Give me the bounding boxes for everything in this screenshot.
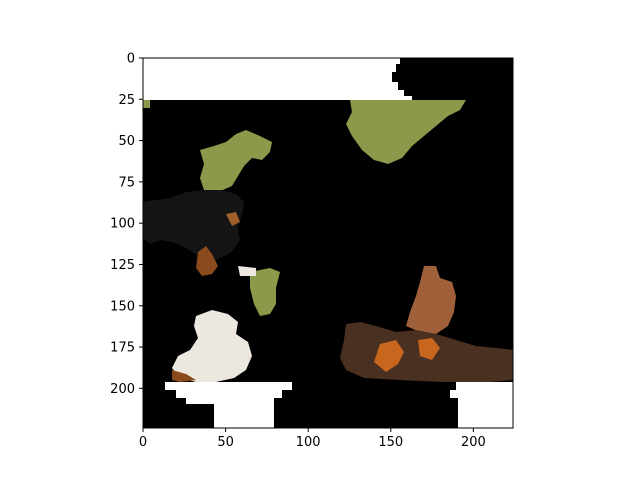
y-tick-label: 200 [110, 382, 135, 397]
y-tick-label: 175 [110, 341, 135, 356]
y-tick-label: 100 [110, 217, 135, 232]
y-tick-label: 75 [118, 175, 135, 190]
x-tick-label: 200 [461, 435, 486, 450]
y-axis: 0 25 50 75 100 125 150 175 200 [110, 52, 143, 397]
x-axis: 0 50 100 150 200 [139, 428, 486, 450]
white-speck [238, 266, 256, 276]
bark-orange-streaks [374, 338, 440, 372]
axes-frame [142, 57, 514, 429]
y-tick-label: 25 [118, 93, 135, 108]
dog-brown-cheek [226, 212, 240, 226]
masked-region-bottom [165, 382, 292, 428]
grass-patch-left [200, 130, 272, 192]
brown-leaf-patch [406, 266, 456, 334]
y-tick-label: 125 [110, 258, 135, 273]
dog-white-fur [172, 310, 252, 382]
masked-region-bottom-right [450, 382, 513, 428]
grass-strip-top-left [143, 100, 150, 108]
grass-patch-small [250, 268, 280, 316]
x-tick-label: 50 [217, 435, 234, 450]
y-tick-label: 0 [127, 52, 135, 67]
dog-brown-markings [196, 246, 218, 276]
masked-region-top [143, 58, 412, 100]
dog-head-black [143, 190, 244, 262]
x-tick-label: 100 [296, 435, 321, 450]
dog-fur-shadow [172, 370, 196, 382]
y-tick-label: 150 [110, 299, 135, 314]
masked-image [143, 58, 513, 428]
x-tick-label: 0 [139, 435, 147, 450]
grass-patch-top-right [346, 100, 466, 164]
y-tick-label: 50 [118, 134, 135, 149]
x-tick-label: 150 [378, 435, 403, 450]
